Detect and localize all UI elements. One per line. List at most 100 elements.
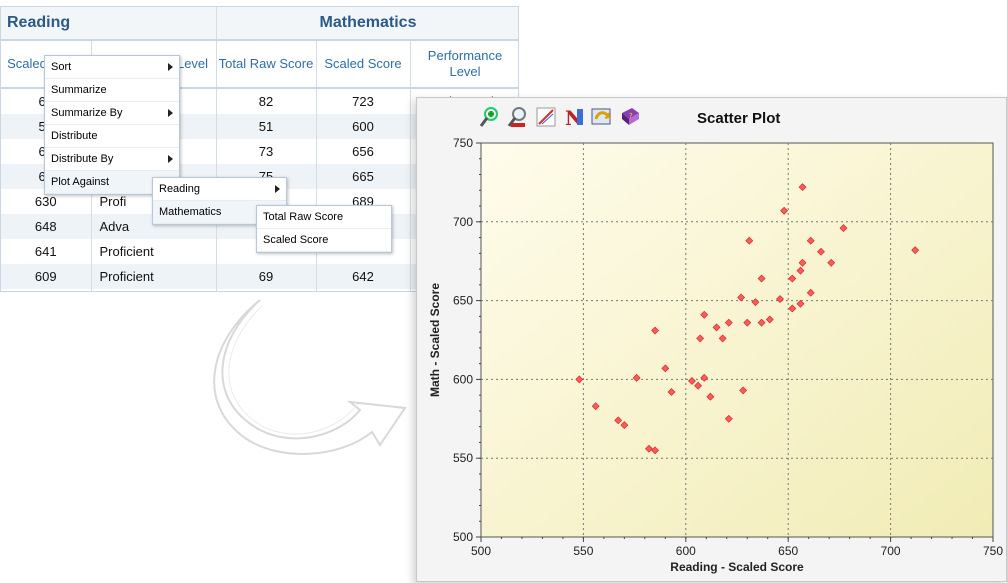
plot-toolbar: N ? [477, 104, 643, 132]
data-point[interactable] [667, 388, 676, 396]
submenu-arrow-icon [168, 109, 173, 117]
table-cell: 665 [316, 164, 411, 189]
table-cell: 609 [1, 264, 92, 289]
column-header[interactable]: Total Raw Score [216, 40, 317, 89]
table-cell: Proficient [91, 239, 217, 264]
menu-item-plot-against[interactable]: Plot Against [45, 171, 179, 194]
data-point[interactable] [796, 266, 805, 275]
menu-item-label: Reading [159, 183, 200, 195]
plot-title: Scatter Plot [697, 110, 781, 127]
mathematics-submenu: Total Raw Score Scaled Score [256, 205, 392, 253]
data-point[interactable] [737, 293, 746, 302]
data-point[interactable] [788, 304, 797, 313]
table-cell: 51 [216, 114, 317, 139]
data-point[interactable] [911, 246, 920, 255]
data-point[interactable] [757, 318, 766, 327]
menu-item-summarize[interactable]: Summarize [45, 79, 179, 102]
zoom-in-icon[interactable] [477, 104, 503, 130]
data-point[interactable] [700, 373, 709, 382]
svg-text:?: ? [629, 112, 633, 120]
data-point[interactable] [817, 247, 825, 256]
data-point[interactable] [575, 375, 584, 384]
y-tick-label: 650 [453, 294, 473, 308]
data-point[interactable] [745, 236, 754, 245]
data-point[interactable] [827, 258, 836, 267]
data-point[interactable] [743, 318, 752, 327]
data-point[interactable] [796, 299, 805, 308]
data-point[interactable] [700, 310, 709, 319]
data-point[interactable] [696, 334, 705, 343]
table-cell: 723 [316, 88, 411, 114]
table-cell: 656 [316, 139, 411, 164]
x-tick-label: 650 [778, 544, 798, 558]
menu-item-scaled-score[interactable]: Scaled Score [257, 229, 391, 252]
menu-item-mathematics[interactable]: Mathematics [153, 201, 286, 224]
data-point[interactable] [788, 274, 797, 283]
data-point[interactable] [724, 318, 733, 327]
data-point[interactable] [798, 258, 807, 267]
y-tick-label: 700 [453, 215, 473, 229]
menu-item-summarize-by[interactable]: Summarize By [45, 102, 179, 125]
data-point[interactable] [591, 402, 600, 411]
data-point[interactable] [724, 414, 733, 423]
x-tick-label: 700 [881, 544, 901, 558]
data-point[interactable] [688, 377, 696, 385]
n-icon[interactable]: N [561, 104, 587, 130]
data-point[interactable] [806, 236, 815, 245]
data-point[interactable] [620, 421, 629, 430]
menu-item-label: Summarize [51, 84, 107, 96]
data-point[interactable] [694, 381, 703, 390]
data-point[interactable] [780, 206, 789, 215]
menu-item-label: Sort [51, 61, 72, 73]
table-cell [216, 289, 317, 291]
data-point[interactable] [645, 444, 653, 453]
data-point[interactable] [661, 364, 670, 373]
data-point[interactable] [739, 386, 748, 395]
context-menu: Sort Summarize Summarize By Distribute Distr… [44, 55, 180, 195]
y-tick-label: 750 [453, 136, 473, 150]
table-cell: Proficient [91, 264, 217, 289]
data-point[interactable] [614, 416, 623, 425]
submenu-arrow-icon [168, 63, 173, 71]
table-cell: 69 [216, 264, 317, 289]
y-tick-label: 550 [453, 451, 473, 465]
table-cell: 82 [216, 88, 317, 114]
zoom-out-icon[interactable] [505, 104, 531, 130]
menu-item-reading[interactable]: Reading [153, 178, 286, 201]
data-point[interactable] [632, 373, 641, 382]
refresh-icon[interactable] [589, 104, 615, 130]
menu-item-total-raw-score[interactable]: Total Raw Score [257, 206, 391, 229]
data-point[interactable] [751, 298, 760, 307]
data-point[interactable] [798, 183, 807, 192]
data-point[interactable] [839, 224, 848, 233]
draw-icon[interactable] [533, 104, 559, 130]
column-header[interactable]: Performance Level [410, 40, 518, 89]
data-point[interactable] [706, 392, 715, 401]
book-icon[interactable]: ? [617, 104, 643, 130]
reading-group-header: Reading [1, 7, 217, 41]
data-point[interactable] [765, 315, 774, 324]
data-point[interactable] [776, 295, 784, 303]
menu-item-label: Summarize By [51, 107, 123, 119]
data-point[interactable] [651, 446, 660, 455]
data-point[interactable] [718, 334, 727, 343]
menu-item-label: Total Raw Score [263, 211, 344, 223]
table-cell: 642 [316, 264, 411, 289]
menu-item-sort[interactable]: Sort [45, 56, 179, 79]
plot-area [480, 142, 994, 538]
menu-item-label: Distribute By [51, 153, 114, 165]
menu-item-label: Distribute [51, 130, 98, 142]
table-cell [91, 289, 217, 291]
menu-item-distribute[interactable]: Distribute [45, 125, 179, 148]
gridlines [481, 143, 993, 537]
data-point[interactable] [757, 274, 766, 283]
data-point[interactable] [712, 323, 721, 332]
menu-item-distribute-by[interactable]: Distribute By [45, 148, 179, 171]
menu-item-label: Plot Against [51, 176, 110, 188]
data-point[interactable] [651, 326, 660, 335]
y-tick-label: 500 [453, 530, 473, 544]
column-header[interactable]: Scaled Score [316, 40, 411, 89]
y-axis-label: Math - Scaled Score [428, 283, 442, 397]
data-point[interactable] [806, 288, 815, 297]
table-cell: 648 [1, 214, 92, 239]
